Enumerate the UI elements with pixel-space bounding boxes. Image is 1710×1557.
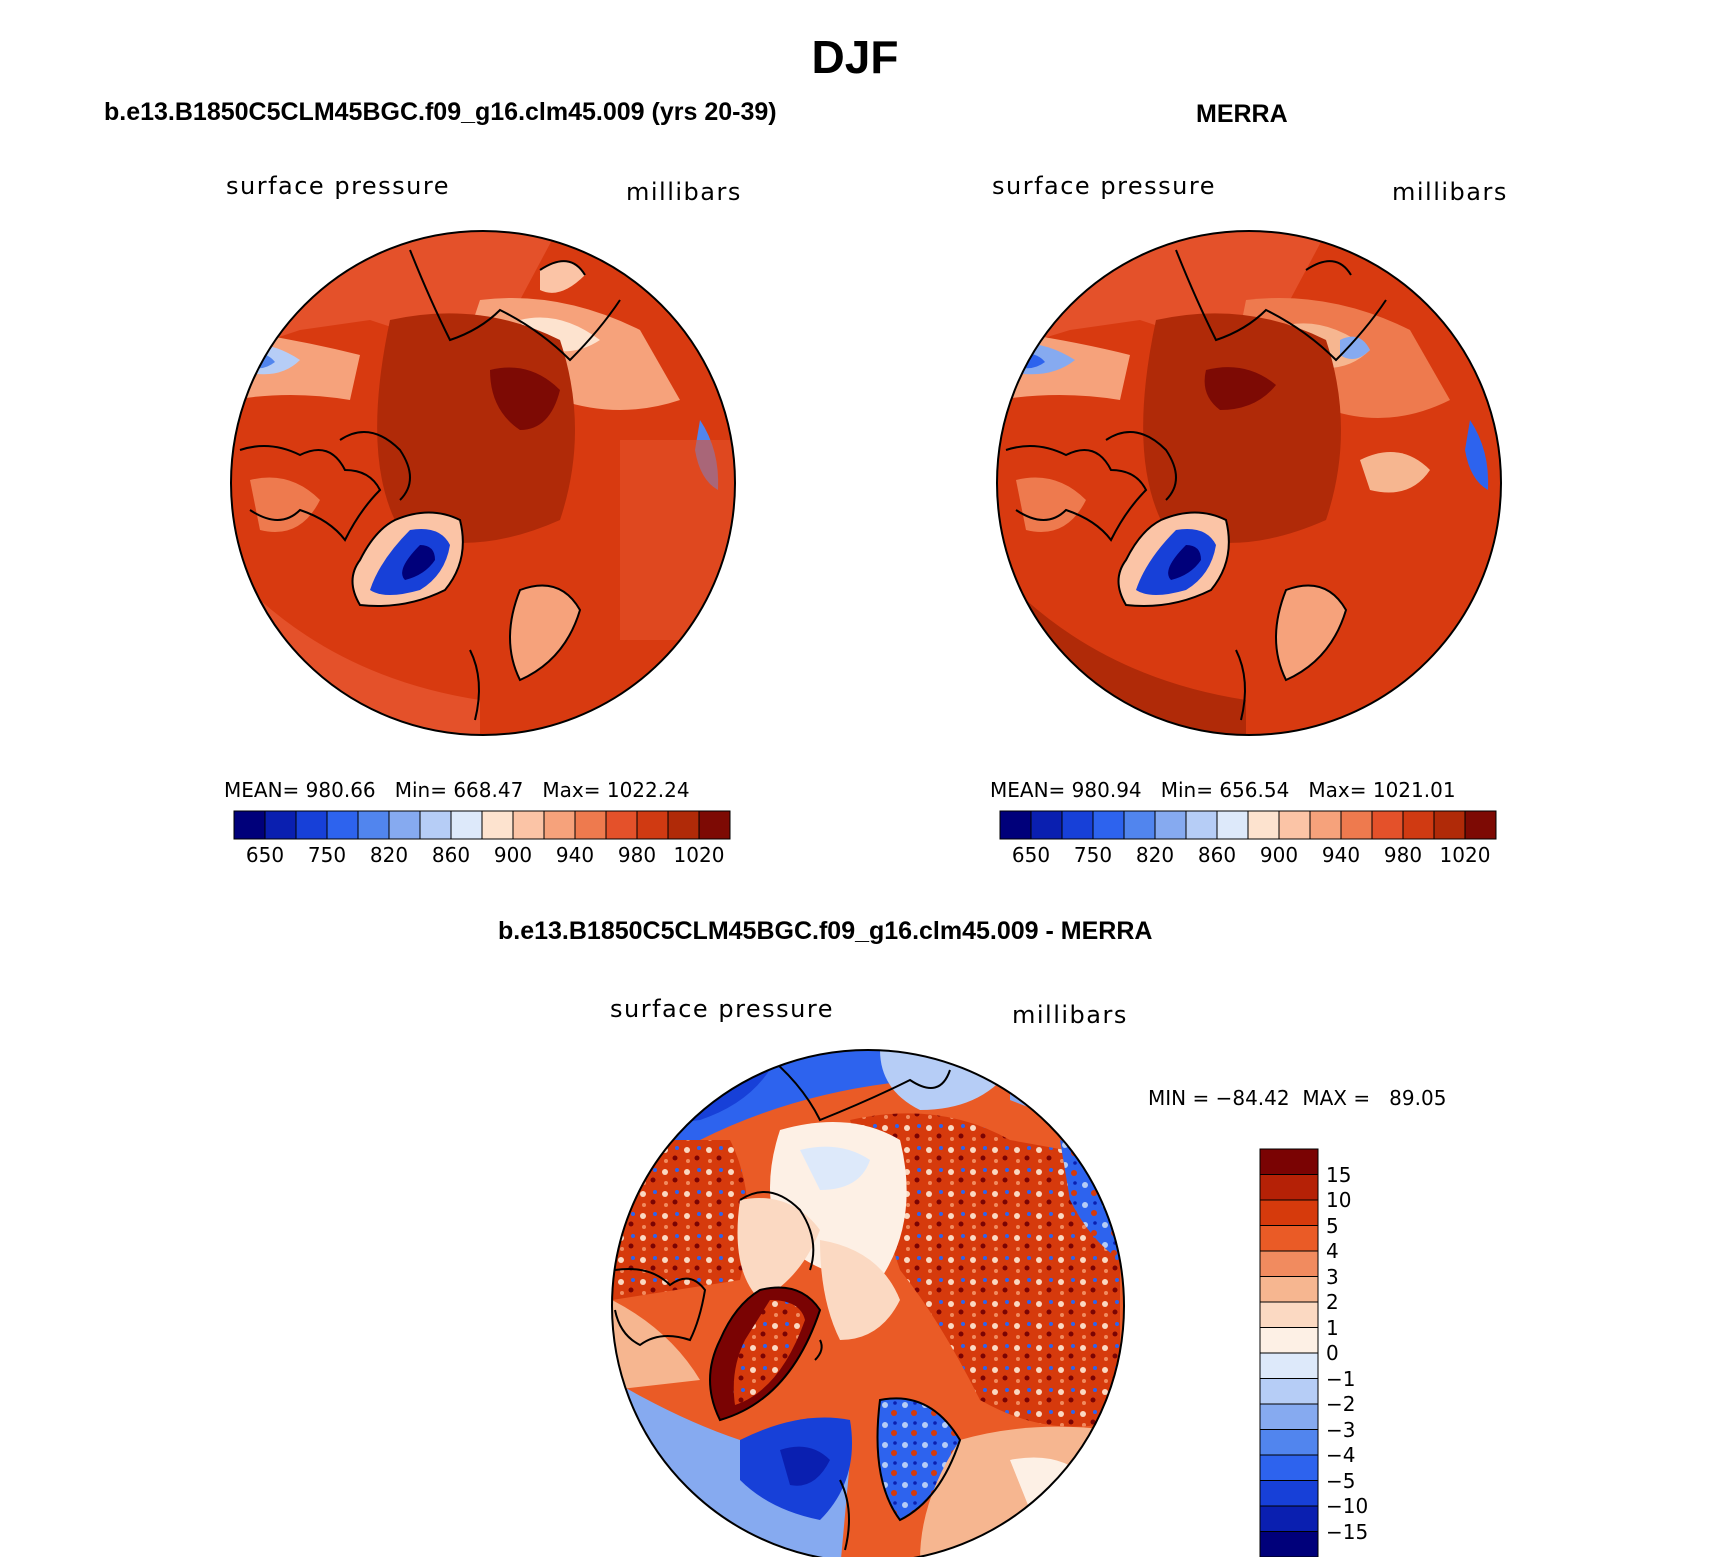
diff-min-value: −84.42 [1216,1086,1290,1110]
colorbar-tick-label: −5 [1326,1469,1355,1493]
colorbar-tick-label: −4 [1326,1443,1355,1467]
colorbar-swatch [1260,1404,1318,1430]
colorbar-tick-label: 0 [1326,1341,1339,1365]
colorbar-tick-label: 5 [1326,1214,1339,1238]
colorbar-swatch [1260,1379,1318,1405]
colorbar-swatch [1260,1175,1318,1201]
colorbar-swatch [1260,1226,1318,1252]
colorbar-tick-label: 15 [1326,1163,1351,1187]
colorbar-swatch [1260,1506,1318,1532]
colorbar-tick-label: 3 [1326,1265,1339,1289]
colorbar-swatch [1260,1532,1318,1557]
diff-max-label: MAX = [1302,1086,1370,1110]
colorbar-tick-label: −2 [1326,1392,1355,1416]
colorbar-swatch [1260,1200,1318,1226]
diff-max-value: 89.05 [1389,1086,1446,1110]
colorbar-swatch [1260,1328,1318,1354]
colorbar-swatch [1260,1353,1318,1379]
colorbar-swatch [1260,1277,1318,1303]
colorbar-swatch [1260,1251,1318,1277]
diff-stats: MIN = −84.42 MAX = 89.05 [1148,1086,1446,1110]
diff-colorbar [1260,1149,1318,1557]
colorbar-tick-label: 2 [1326,1290,1339,1314]
colorbar-tick-label: −10 [1326,1494,1368,1518]
diff-min-label: MIN = [1148,1086,1209,1110]
colorbar-swatch [1260,1481,1318,1507]
colorbar-swatch [1260,1302,1318,1328]
colorbar-tick-label: −15 [1326,1520,1368,1544]
colorbar-tick-label: −1 [1326,1367,1355,1391]
colorbar-swatch [1260,1430,1318,1456]
colorbar-swatch [1260,1455,1318,1481]
colorbar-tick-label: 1 [1326,1316,1339,1340]
colorbar-tick-label: 10 [1326,1188,1351,1212]
colorbar-tick-label: 4 [1326,1239,1339,1263]
colorbar-tick-label: −3 [1326,1418,1355,1442]
colorbar-swatch [1260,1149,1318,1175]
